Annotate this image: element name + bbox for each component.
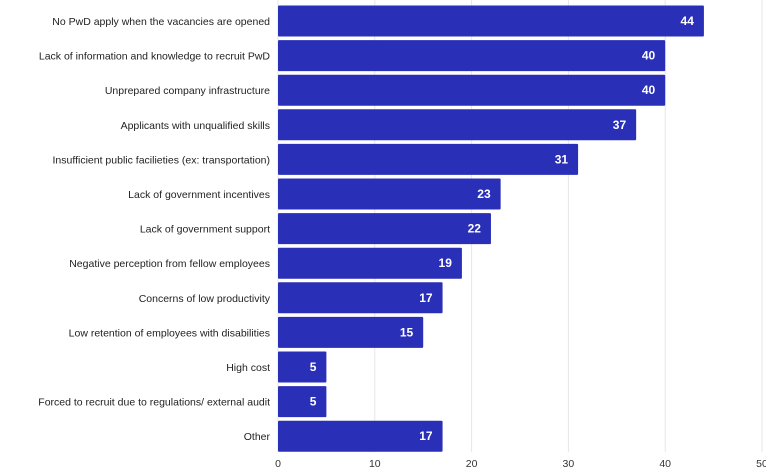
bar bbox=[278, 40, 666, 72]
bar-value-label: 5 bbox=[310, 395, 317, 409]
bar-value-label: 17 bbox=[419, 429, 433, 443]
category-label: Low retention of employees with disabili… bbox=[69, 327, 270, 339]
bar-value-label: 5 bbox=[310, 360, 317, 374]
category-label: Lack of information and knowledge to rec… bbox=[39, 51, 271, 63]
bar-value-label: 15 bbox=[400, 325, 414, 339]
category-label: Lack of government incentives bbox=[128, 189, 270, 201]
bar bbox=[278, 213, 491, 245]
bar bbox=[278, 386, 327, 418]
category-label: Other bbox=[244, 431, 271, 443]
category-label: Forced to recruit due to regulations/ ex… bbox=[38, 397, 270, 409]
bar bbox=[278, 178, 501, 210]
category-label: No PwD apply when the vacancies are open… bbox=[52, 16, 270, 28]
bar bbox=[278, 282, 443, 314]
bar-value-label: 17 bbox=[419, 291, 433, 305]
bar-value-label: 23 bbox=[477, 187, 491, 201]
category-label: Insufficient public facilieties (ex: tra… bbox=[53, 154, 271, 166]
bars: 44 40 40 37 31 23 22 19 17 15 5 5 17 bbox=[278, 5, 704, 452]
x-tick-label: 50 bbox=[756, 458, 766, 470]
category-label: High cost bbox=[226, 362, 270, 374]
x-tick-label: 30 bbox=[563, 458, 575, 470]
category-label: Concerns of low productivity bbox=[139, 293, 271, 305]
bar-value-label: 22 bbox=[468, 222, 482, 236]
bar bbox=[278, 420, 443, 452]
bar bbox=[278, 74, 666, 106]
x-tick-label: 20 bbox=[466, 458, 478, 470]
x-tick-label: 10 bbox=[369, 458, 381, 470]
bar bbox=[278, 247, 462, 279]
bar-value-label: 31 bbox=[555, 152, 569, 166]
bar bbox=[278, 351, 327, 383]
bar-value-label: 40 bbox=[642, 49, 656, 63]
category-labels: No PwD apply when the vacancies are open… bbox=[38, 16, 270, 443]
bar bbox=[278, 109, 637, 141]
bar bbox=[278, 316, 424, 348]
category-label: Unprepared company infrastructure bbox=[105, 85, 270, 97]
category-label: Applicants with unqualified skills bbox=[121, 120, 270, 132]
bar bbox=[278, 143, 579, 175]
bar-value-label: 37 bbox=[613, 118, 627, 132]
bar bbox=[278, 5, 704, 37]
bar-value-label: 44 bbox=[681, 14, 695, 28]
bar-value-label: 40 bbox=[642, 83, 656, 97]
x-axis-ticks: 0 10 20 30 40 50 bbox=[275, 458, 766, 470]
x-tick-label: 0 bbox=[275, 458, 281, 470]
bar-value-label: 19 bbox=[439, 256, 453, 270]
category-label: Lack of government support bbox=[140, 224, 270, 236]
x-tick-label: 40 bbox=[659, 458, 671, 470]
category-label: Negative perception from fellow employee… bbox=[69, 258, 270, 270]
